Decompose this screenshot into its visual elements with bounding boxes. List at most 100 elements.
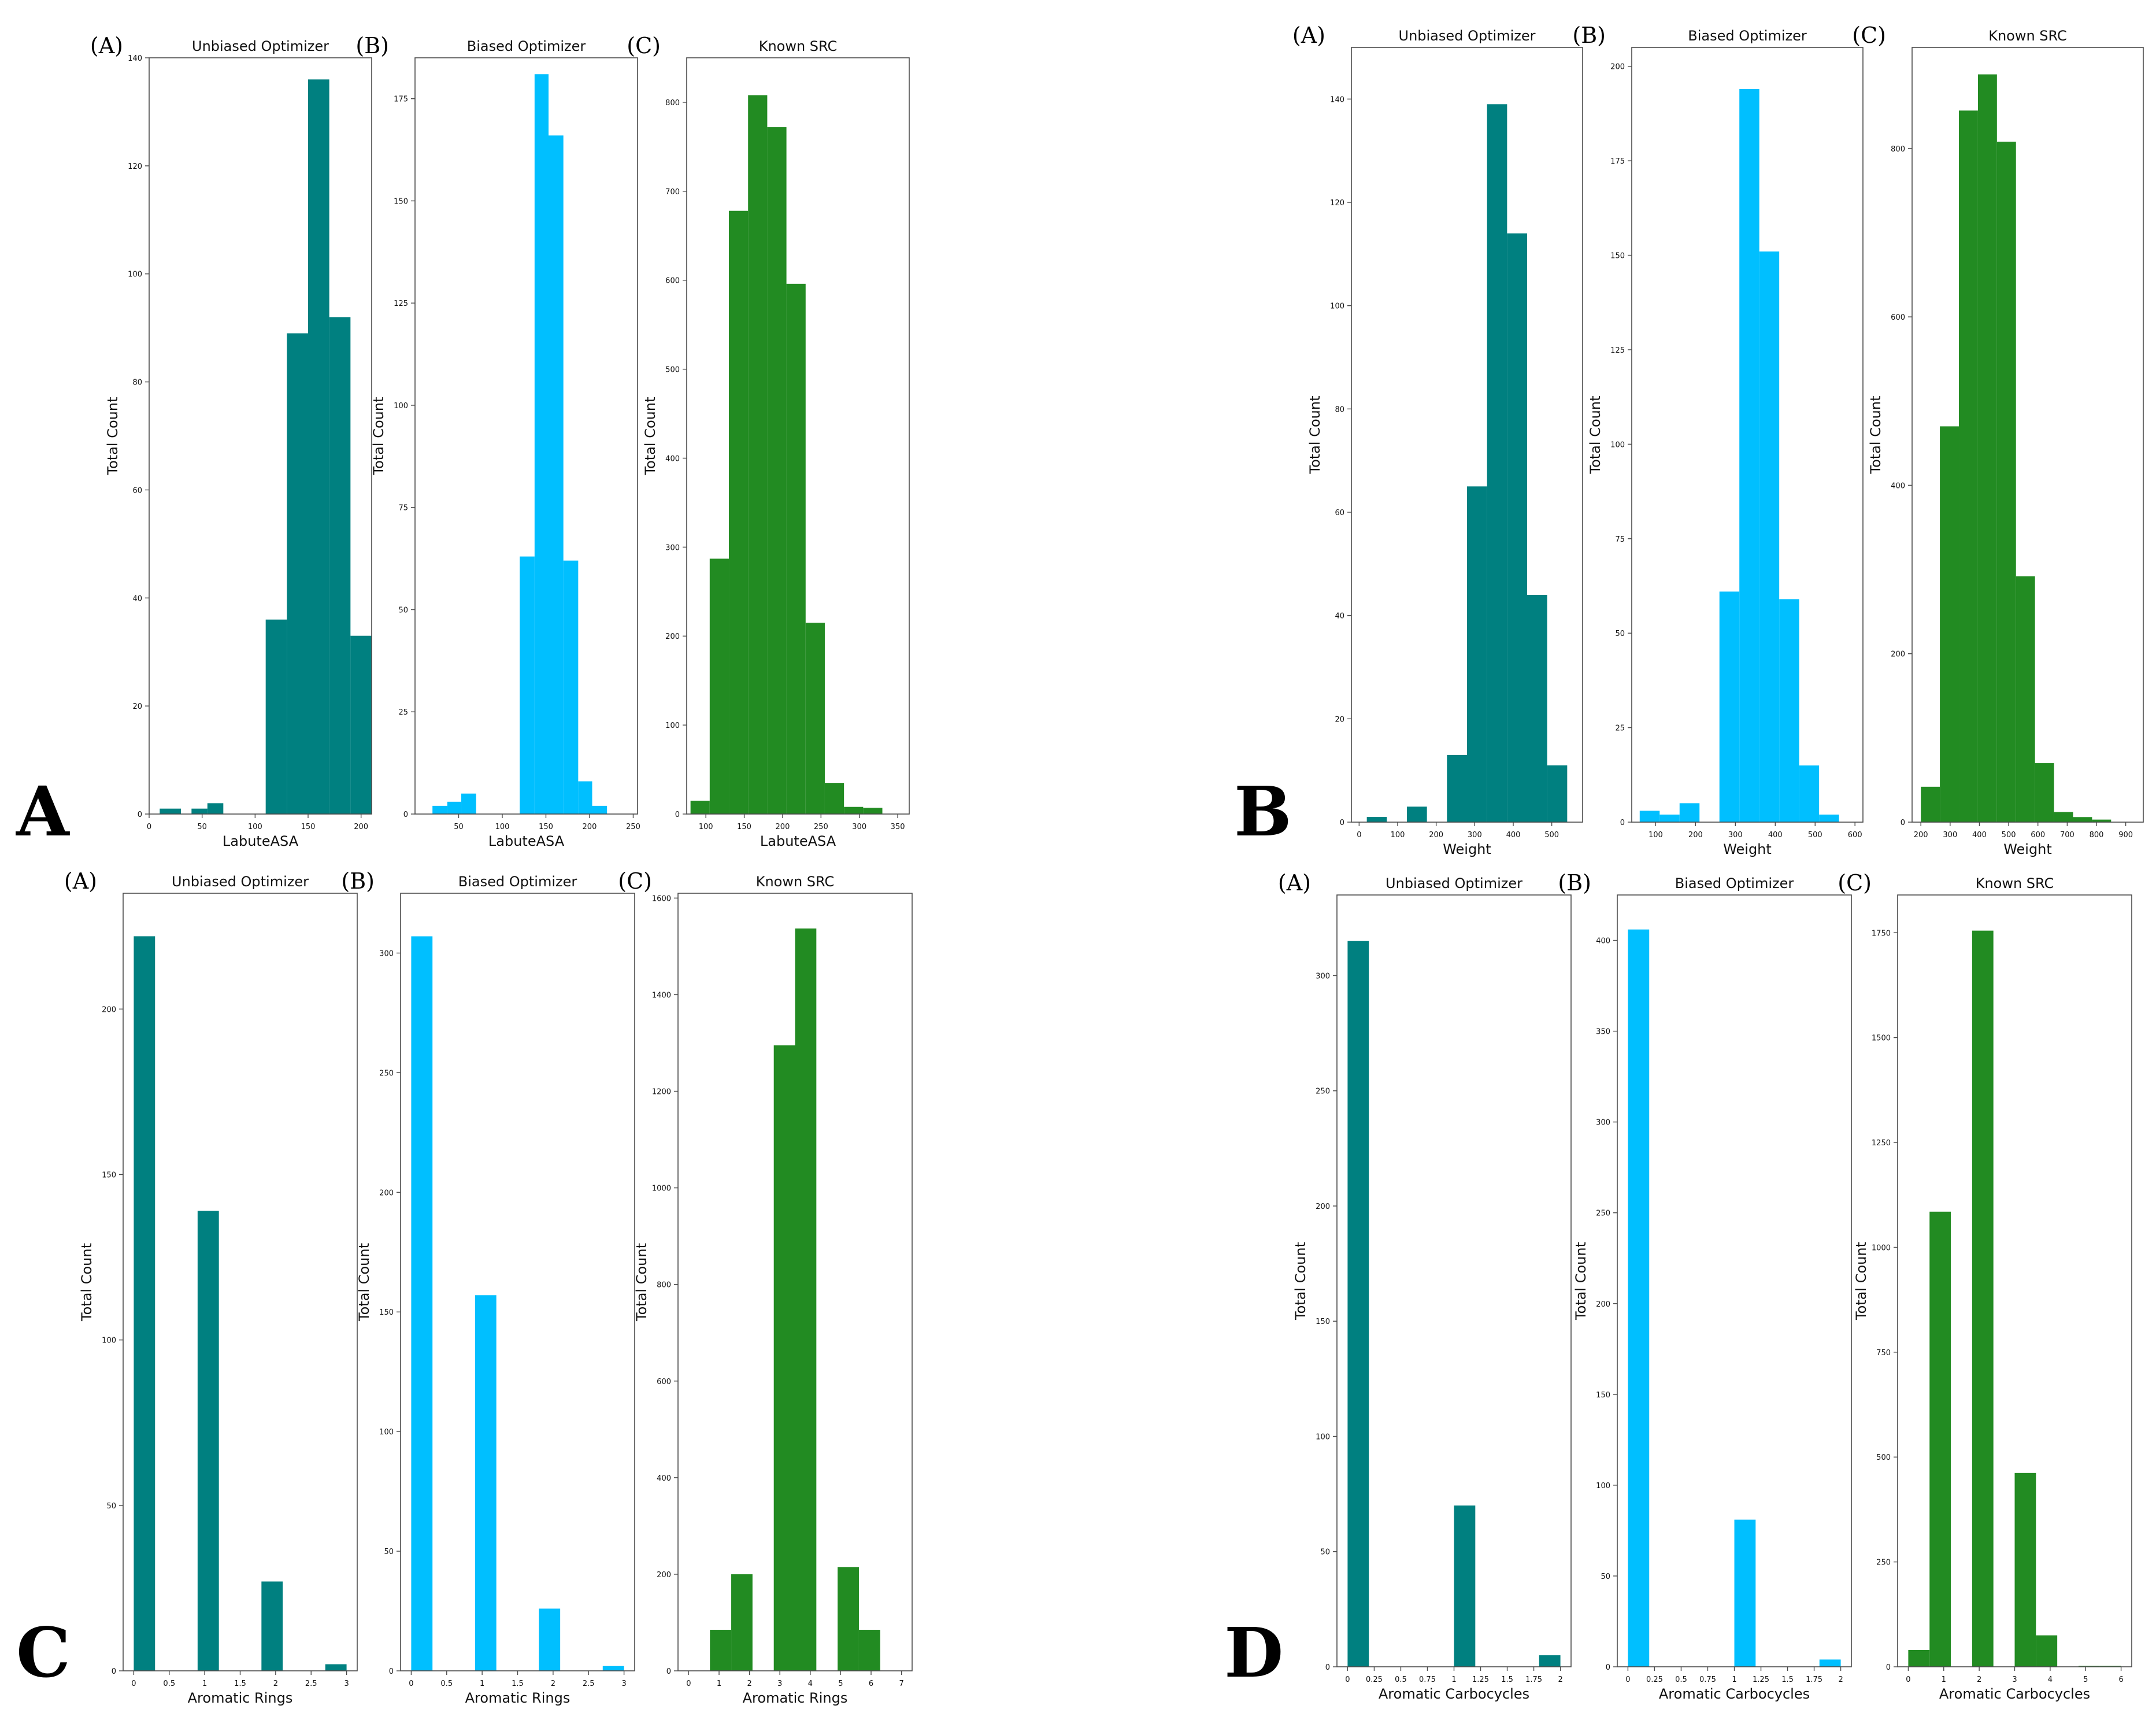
y-tick-label: 300 bbox=[379, 949, 394, 958]
y-axis-label: Total Count bbox=[1587, 396, 1603, 475]
y-tick-label: 75 bbox=[398, 504, 408, 513]
x-axis-label: Aromatic Carbocycles bbox=[1659, 1686, 1810, 1702]
y-axis-label: Total Count bbox=[1292, 1242, 1309, 1320]
y-tick-label: 350 bbox=[1596, 1028, 1610, 1037]
y-tick-label: 50 bbox=[1320, 1548, 1330, 1557]
x-tick-label: 0.25 bbox=[1366, 1675, 1383, 1684]
x-tick-label: 0.5 bbox=[163, 1680, 175, 1688]
histogram-bar bbox=[549, 135, 564, 815]
x-tick-label: 2 bbox=[1838, 1675, 1843, 1684]
y-axis-label: Total Count bbox=[1853, 1242, 1869, 1320]
y-tick-label: 0 bbox=[1620, 819, 1625, 827]
x-tick-label: 0.5 bbox=[1395, 1675, 1407, 1684]
y-tick-label: 1000 bbox=[652, 1185, 671, 1193]
y-tick-label: 600 bbox=[657, 1378, 671, 1386]
panel-title: Known SRC bbox=[759, 38, 838, 54]
quadrant-letter: D bbox=[1224, 1612, 1283, 1693]
x-axis-label: LabuteASA bbox=[488, 833, 565, 849]
panel-title: Unbiased Optimizer bbox=[1399, 28, 1536, 44]
histogram-bar bbox=[1929, 1211, 1951, 1667]
y-axis-label: Total Count bbox=[356, 1243, 372, 1322]
y-tick-label: 300 bbox=[665, 543, 680, 552]
histogram-bar bbox=[207, 803, 224, 814]
histogram-bar bbox=[411, 936, 433, 1671]
histogram-bar bbox=[786, 283, 806, 814]
histogram-bar bbox=[709, 558, 729, 814]
histogram-panel: 0 20 40 60 80 100 120 140 0 50 100 150 200 Unbiased O… bbox=[90, 33, 372, 849]
histogram-bar bbox=[838, 1567, 859, 1671]
panel-tag: (C) bbox=[1852, 23, 1886, 48]
y-tick-label: 600 bbox=[1891, 313, 1905, 322]
histogram-bar bbox=[563, 560, 579, 814]
y-tick-label: 750 bbox=[1876, 1349, 1891, 1357]
y-tick-label: 175 bbox=[1610, 157, 1625, 166]
x-tick-label: 1.75 bbox=[1806, 1675, 1822, 1684]
x-tick-label: 500 bbox=[2002, 831, 2016, 839]
histogram-bar bbox=[1819, 814, 1839, 822]
x-tick-label: 1.25 bbox=[1753, 1675, 1769, 1684]
axes-frame bbox=[677, 893, 913, 1671]
y-tick-label: 60 bbox=[1335, 509, 1344, 517]
histogram-bar bbox=[191, 808, 208, 814]
bars bbox=[134, 936, 347, 1671]
histogram-bar bbox=[2014, 1473, 2036, 1667]
y-tick-label: 175 bbox=[394, 95, 408, 104]
y-axis-label: Total Count bbox=[371, 397, 387, 476]
bars bbox=[690, 95, 883, 815]
histogram-bar bbox=[1366, 817, 1387, 822]
bars bbox=[1347, 941, 1561, 1667]
bars bbox=[1639, 88, 1839, 823]
panel-title: Unbiased Optimizer bbox=[1386, 875, 1522, 892]
y-tick-label: 125 bbox=[394, 299, 408, 308]
x-tick-label: 4 bbox=[2048, 1675, 2053, 1684]
x-tick-label: 1.25 bbox=[1472, 1675, 1489, 1684]
histogram-bar bbox=[1719, 591, 1740, 822]
x-tick-label: 7 bbox=[899, 1680, 903, 1688]
y-tick-label: 800 bbox=[1891, 145, 1905, 154]
x-tick-label: 100 bbox=[1391, 831, 1405, 839]
x-axis-label: Aromatic Carbocycles bbox=[1939, 1686, 2090, 1702]
histogram-bar bbox=[308, 79, 329, 814]
x-tick-label: 200 bbox=[1429, 831, 1443, 839]
histogram-bar bbox=[160, 808, 181, 814]
bars bbox=[1908, 930, 2121, 1667]
y-tick-label: 120 bbox=[128, 162, 142, 171]
y-tick-label: 800 bbox=[657, 1281, 671, 1290]
y-tick-label: 200 bbox=[657, 1571, 671, 1579]
x-tick-label: 3 bbox=[621, 1680, 626, 1688]
x-tick-label: 1 bbox=[1451, 1675, 1456, 1684]
y-tick-label: 1400 bbox=[652, 991, 671, 1000]
histogram-bar bbox=[1487, 104, 1507, 822]
y-tick-label: 150 bbox=[1610, 252, 1625, 261]
histogram-bar bbox=[1908, 1649, 1930, 1667]
y-tick-label: 75 bbox=[1615, 535, 1625, 544]
x-tick-label: 2 bbox=[551, 1680, 555, 1688]
bars bbox=[1628, 929, 1841, 1667]
histogram-bar bbox=[690, 800, 710, 814]
x-tick-label: 100 bbox=[495, 823, 510, 831]
x-axis-label: Weight bbox=[1443, 841, 1491, 857]
y-tick-label: 200 bbox=[1610, 63, 1625, 72]
bars bbox=[160, 79, 372, 814]
x-tick-label: 1.5 bbox=[1781, 1675, 1794, 1684]
histogram-bar bbox=[1996, 142, 2016, 822]
histogram-bar bbox=[2054, 812, 2073, 822]
histogram-panel: 0 50 100 150 200 250 300 350 400 0 0.25 0.5 0.75 1 1.2… bbox=[1558, 870, 1852, 1702]
x-tick-label: 5 bbox=[838, 1680, 843, 1688]
y-tick-label: 100 bbox=[394, 402, 408, 410]
x-tick-label: 250 bbox=[626, 823, 640, 831]
x-tick-label: 0 bbox=[1906, 1675, 1910, 1684]
y-tick-label: 140 bbox=[128, 54, 142, 63]
histogram-bar bbox=[325, 1664, 347, 1671]
x-tick-label: 100 bbox=[1649, 831, 1663, 839]
y-axis-label: Total Count bbox=[634, 1243, 650, 1322]
histogram-bar bbox=[1527, 594, 1547, 822]
histogram-bar bbox=[1659, 814, 1680, 822]
panel-tag: (C) bbox=[1838, 870, 1872, 896]
y-tick-label: 100 bbox=[1330, 302, 1344, 311]
x-tick-label: 6 bbox=[869, 1680, 873, 1688]
y-tick-label: 500 bbox=[1876, 1453, 1891, 1462]
panel-tag: (A) bbox=[1292, 23, 1325, 48]
y-tick-label: 1200 bbox=[652, 1088, 671, 1097]
